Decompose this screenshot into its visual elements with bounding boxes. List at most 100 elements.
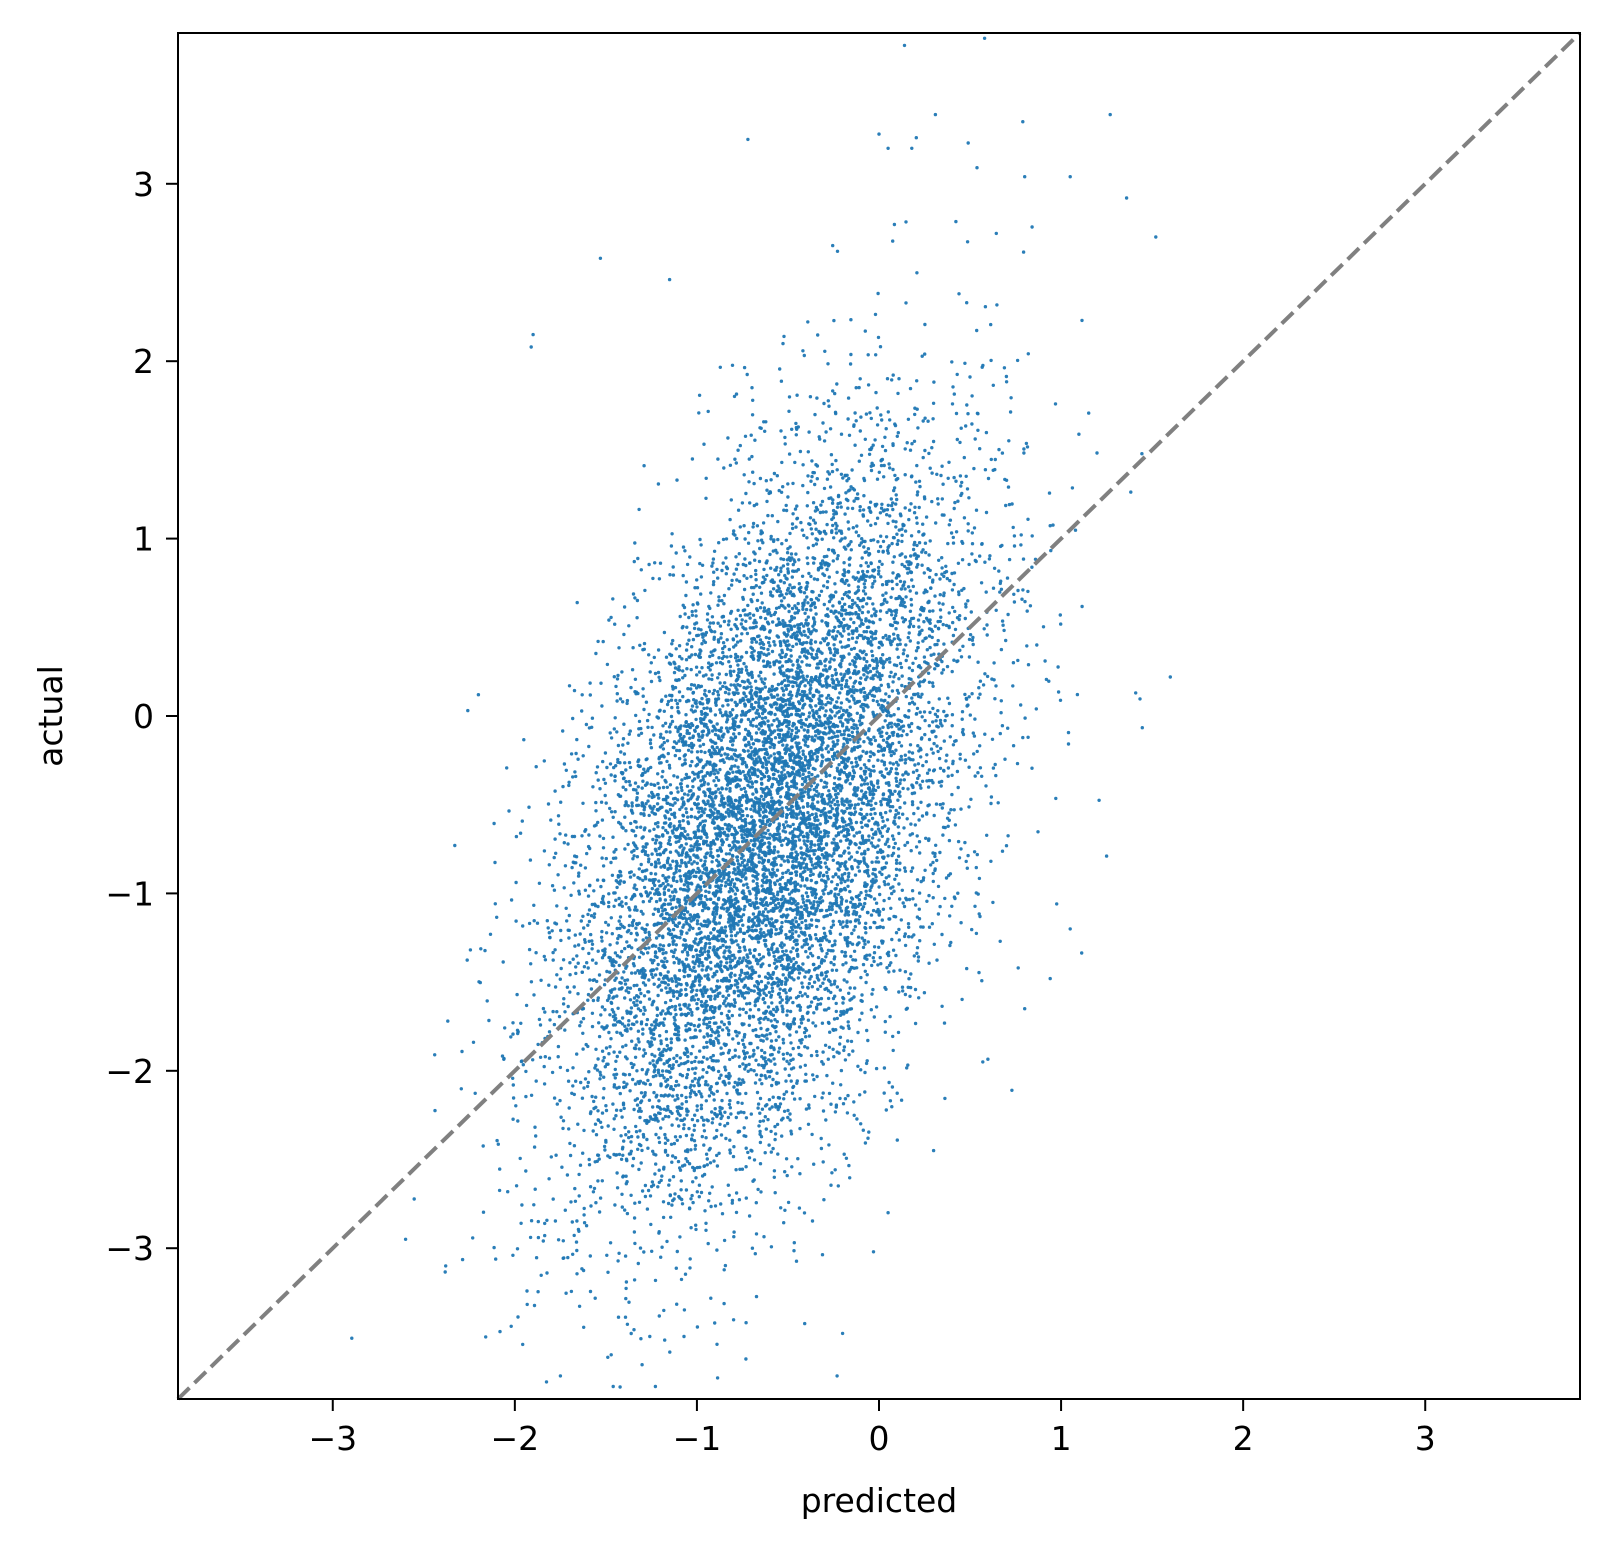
scatter-point: [874, 801, 878, 806]
scatter-point: [916, 426, 920, 430]
scatter-point: [756, 906, 760, 910]
scatter-point: [524, 1003, 529, 1008]
scatter-point: [769, 537, 773, 541]
scatter-point: [872, 1015, 876, 1019]
scatter-point: [671, 859, 675, 863]
scatter-point: [756, 940, 761, 944]
scatter-point: [870, 614, 874, 618]
scatter-point: [677, 961, 681, 965]
scatter-point: [796, 567, 801, 572]
scatter-point: [763, 975, 768, 979]
scatter-point: [795, 816, 799, 820]
scatter-point: [789, 950, 793, 954]
scatter-point: [742, 738, 746, 742]
scatter-point: [709, 960, 713, 965]
scatter-point: [727, 949, 731, 953]
scatter-point: [724, 726, 729, 730]
scatter-point: [844, 1156, 849, 1161]
scatter-point: [558, 832, 562, 836]
scatter-point: [848, 1007, 852, 1011]
scatter-point: [588, 693, 592, 697]
scatter-point: [831, 1047, 835, 1052]
scatter-point: [543, 1221, 547, 1226]
scatter-point: [922, 591, 926, 595]
scatter-point: [883, 985, 887, 990]
scatter-point: [642, 813, 646, 817]
scatter-point: [967, 695, 971, 699]
scatter-point: [902, 826, 906, 830]
scatter-point: [930, 681, 935, 685]
scatter-point: [641, 900, 645, 904]
scatter-point: [894, 525, 898, 529]
scatter-point: [758, 476, 763, 481]
scatter-point: [838, 777, 842, 781]
scatter-point: [621, 700, 625, 704]
scatter-point: [882, 880, 886, 884]
scatter-point: [871, 764, 876, 768]
scatter-point: [884, 767, 888, 771]
scatter-point: [835, 705, 840, 709]
scatter-point: [655, 967, 659, 971]
scatter-point: [827, 939, 831, 944]
scatter-point: [666, 751, 670, 756]
scatter-point: [602, 983, 607, 987]
scatter-point: [863, 329, 867, 333]
scatter-point: [1058, 698, 1063, 702]
scatter-point: [788, 1053, 793, 1057]
scatter-point: [684, 810, 689, 815]
scatter-point: [725, 989, 729, 993]
scatter-point: [910, 668, 915, 673]
scatter-point: [878, 345, 883, 349]
scatter-point: [733, 1000, 737, 1005]
scatter-point: [614, 976, 618, 980]
scatter-point: [839, 432, 844, 436]
scatter-point: [825, 870, 829, 875]
scatter-point: [746, 603, 750, 608]
scatter-point: [667, 763, 672, 767]
scatter-point: [615, 699, 619, 703]
scatter-point: [991, 468, 995, 472]
scatter-point: [717, 656, 721, 660]
scatter-point: [658, 943, 662, 947]
scatter-point: [880, 562, 884, 566]
scatter-point: [506, 1190, 510, 1194]
scatter-point: [1020, 597, 1024, 601]
scatter-point: [906, 787, 910, 791]
scatter-point: [801, 900, 806, 905]
scatter-point: [959, 847, 963, 851]
scatter-point: [894, 493, 898, 497]
scatter-point: [875, 856, 879, 860]
scatter-point: [844, 961, 848, 965]
scatter-point: [912, 702, 917, 706]
scatter-point: [881, 819, 885, 823]
scatter-point: [705, 957, 709, 961]
scatter-point: [878, 870, 882, 874]
scatter-point: [1073, 528, 1078, 532]
scatter-point: [1016, 588, 1020, 593]
scatter-point: [481, 1144, 485, 1148]
scatter-point: [888, 1014, 892, 1019]
scatter-point: [679, 982, 683, 987]
scatter-point: [666, 1138, 670, 1143]
scatter-point: [887, 874, 891, 878]
scatter-point: [643, 1051, 648, 1056]
scatter-point: [907, 631, 911, 635]
scatter-point: [720, 568, 724, 573]
scatter-point: [820, 938, 824, 943]
scatter-point: [752, 706, 756, 710]
scatter-point: [888, 674, 892, 679]
scatter-point: [721, 704, 725, 708]
scatter-point: [802, 533, 806, 538]
scatter-point: [857, 830, 862, 834]
scatter-point: [666, 1107, 670, 1112]
scatter-point: [794, 786, 799, 790]
scatter-point: [718, 687, 723, 691]
scatter-point: [870, 827, 874, 832]
scatter-point: [575, 1248, 579, 1253]
scatter-point: [847, 583, 851, 587]
scatter-point: [904, 714, 908, 719]
scatter-point: [711, 621, 716, 625]
scatter-point: [654, 936, 659, 940]
scatter-point: [899, 918, 903, 922]
scatter-point: [602, 878, 606, 883]
